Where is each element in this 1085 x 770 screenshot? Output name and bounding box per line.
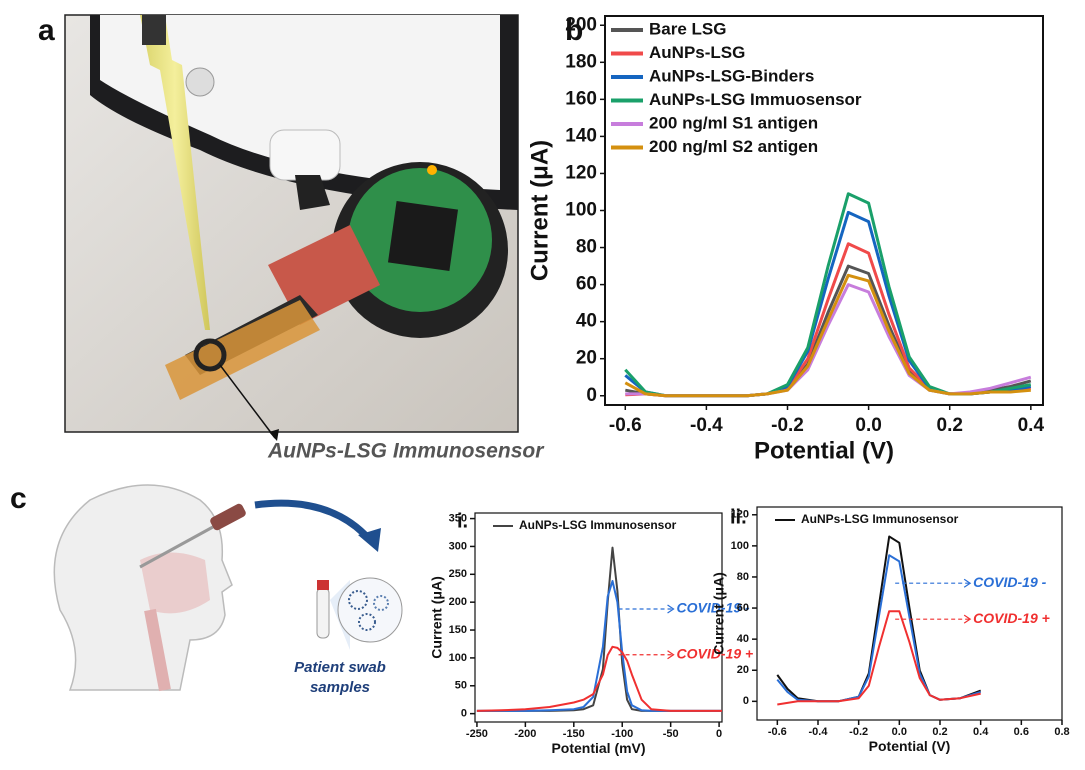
series-line	[625, 266, 1031, 396]
x-tick-label: -0.2	[771, 415, 804, 436]
y-tick-label: 160	[565, 88, 597, 109]
x-tick-label: -100	[611, 728, 633, 740]
x-tick-label: -0.2	[849, 726, 868, 738]
legend-label: AuNPs-LSG Immunosensor	[519, 518, 677, 532]
y-tick-label: 100	[731, 540, 749, 552]
y-tick-label: 0	[743, 695, 749, 707]
y-tick-label: 80	[737, 571, 749, 583]
panel-label: ii.	[730, 506, 747, 528]
series-line	[777, 611, 980, 704]
y-tick-label: 40	[737, 633, 749, 645]
x-tick-label: -50	[663, 728, 679, 740]
legend-label: AuNPs-LSG-Binders	[649, 66, 814, 85]
y-tick-label: 20	[737, 664, 749, 676]
y-tick-label: 20	[576, 348, 597, 369]
y-tick-label: 0	[586, 385, 597, 406]
y-tick-label: 80	[576, 237, 597, 258]
series-group	[777, 537, 980, 705]
x-tick-label: 0.2	[937, 415, 963, 436]
x-tick-label: 0.4	[1018, 415, 1045, 436]
y-axis-label: Current (μA)	[711, 572, 727, 654]
x-tick-label: -0.4	[809, 726, 829, 738]
y-axis-label: Current (μA)	[527, 140, 554, 281]
x-axis-label: Potential (V)	[754, 438, 894, 465]
panel-label: i.	[457, 510, 468, 532]
series-line	[777, 555, 980, 701]
y-tick-label: 200	[449, 596, 467, 608]
series-group	[625, 194, 1031, 396]
x-tick-label: 0.6	[1014, 726, 1029, 738]
series-line	[625, 275, 1031, 395]
page: {"panel_labels": ["a", "c"], "photo_capt…	[0, 0, 1085, 770]
x-tick-label: -0.4	[690, 415, 723, 436]
legend-label: 200 ng/ml S2 antigen	[649, 137, 818, 156]
x-tick-label: 0.2	[932, 726, 947, 738]
y-tick-label: 300	[449, 540, 467, 552]
figure: AuNPs-LSG Immunosensor a c Patient swabs…	[0, 0, 1085, 770]
x-axis-label: Potential (V)	[869, 738, 951, 754]
series-line	[625, 194, 1031, 396]
y-tick-label: 60	[737, 602, 749, 614]
y-tick-label: 120	[565, 162, 597, 183]
photo	[65, 15, 518, 432]
legend-label: AuNPs-LSG Immunosensor	[801, 512, 959, 526]
legend-label: AuNPs-LSG Immuosensor	[649, 90, 862, 109]
y-tick-label: 0	[461, 708, 467, 720]
y-axis-label: Current (μA)	[429, 576, 445, 658]
y-tick-label: 150	[449, 624, 467, 636]
x-tick-label: 0.0	[892, 726, 907, 738]
x-tick-label: -150	[563, 728, 585, 740]
x-tick-label: 0.4	[973, 726, 989, 738]
plot-frame	[475, 513, 722, 722]
panel-label: a	[38, 14, 55, 47]
x-tick-label: -0.6	[768, 726, 787, 738]
panel-label: c	[10, 482, 27, 515]
y-tick-label: 180	[565, 51, 597, 72]
legend-label: 200 ng/ml S1 antigen	[649, 113, 818, 132]
x-tick-label: 0.0	[855, 415, 881, 436]
legend-label: Bare LSG	[649, 19, 726, 38]
panel-label: b	[565, 14, 583, 47]
photo-caption: AuNPs-LSG Immunosensor	[267, 440, 545, 463]
x-axis-label: Potential (mV)	[551, 740, 645, 756]
x-tick-label: 0.8	[1054, 726, 1069, 738]
y-tick-label: 60	[576, 274, 597, 295]
x-tick-label: 0	[716, 728, 722, 740]
x-tick-label: -250	[466, 728, 488, 740]
y-tick-label: 40	[576, 311, 597, 332]
y-tick-label: 140	[565, 125, 597, 146]
y-tick-label: 250	[449, 568, 467, 580]
y-tick-label: 100	[565, 200, 597, 221]
annotation: COVID-19 -	[973, 574, 1046, 590]
x-tick-label: -0.6	[609, 415, 642, 436]
y-tick-label: 50	[455, 680, 467, 692]
legend-label: AuNPs-LSG	[649, 43, 745, 62]
x-tick-label: -200	[514, 728, 536, 740]
annotation: COVID-19 +	[973, 610, 1050, 626]
y-tick-label: 100	[449, 652, 467, 664]
series-group	[477, 548, 743, 711]
series-line	[477, 548, 743, 711]
